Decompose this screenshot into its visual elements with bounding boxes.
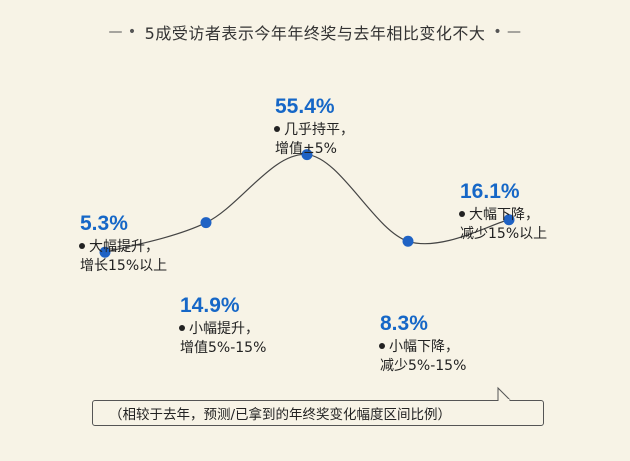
data-point-2	[200, 217, 212, 229]
data-label-desc-line1-3: 几乎持平，	[284, 122, 354, 138]
data-label-desc-line2-2: 增值5%-15%	[180, 340, 266, 356]
chart-title: 5成受访者表示今年年终奖与去年相比变化不大	[144, 24, 486, 43]
data-point-5	[503, 214, 515, 226]
bullet-dot-3	[274, 126, 280, 132]
title-decoration-right: • —	[493, 24, 522, 40]
data-label-desc-line1-2: 小幅提升，	[189, 321, 259, 337]
data-label-desc-line1-5: 大幅下降，	[469, 207, 539, 223]
data-label-desc-line1-4: 小幅下降，	[389, 339, 459, 355]
data-label-percent-5: 16.1%	[460, 180, 520, 203]
data-label-percent-3: 55.4%	[275, 95, 335, 118]
data-label-desc-line2-5: 减少15%以上	[460, 226, 547, 242]
title-decoration-left: — •	[108, 24, 137, 40]
data-label-percent-2: 14.9%	[180, 294, 240, 317]
data-point-3	[301, 149, 313, 161]
data-point-1	[99, 246, 111, 258]
bullet-dot-4	[379, 343, 385, 349]
data-label-desc-line2-4: 减少5%-15%	[380, 358, 466, 374]
bullet-dot-2	[179, 325, 185, 331]
bullet-dot-5	[459, 211, 465, 217]
trend-curve	[104, 153, 510, 253]
data-label-percent-4: 8.3%	[380, 312, 428, 335]
footnote-box: （相较于去年，预测/已拿到的年终奖变化幅度区间比例）	[92, 400, 544, 426]
data-label-desc-line2-3: 增值±5%	[275, 141, 337, 157]
data-label-percent-1: 5.3%	[80, 212, 128, 235]
footnote-text: （相较于去年，预测/已拿到的年终奖变化幅度区间比例）	[109, 407, 452, 423]
data-point-4	[402, 235, 414, 247]
chart-title-row: — • 5成受访者表示今年年终奖与去年相比变化不大 • —	[0, 20, 630, 44]
bullet-dot-1	[79, 243, 85, 249]
data-label-desc-line2-1: 增长15%以上	[80, 258, 167, 274]
data-label-desc-line1-1: 大幅提升，	[89, 239, 159, 255]
